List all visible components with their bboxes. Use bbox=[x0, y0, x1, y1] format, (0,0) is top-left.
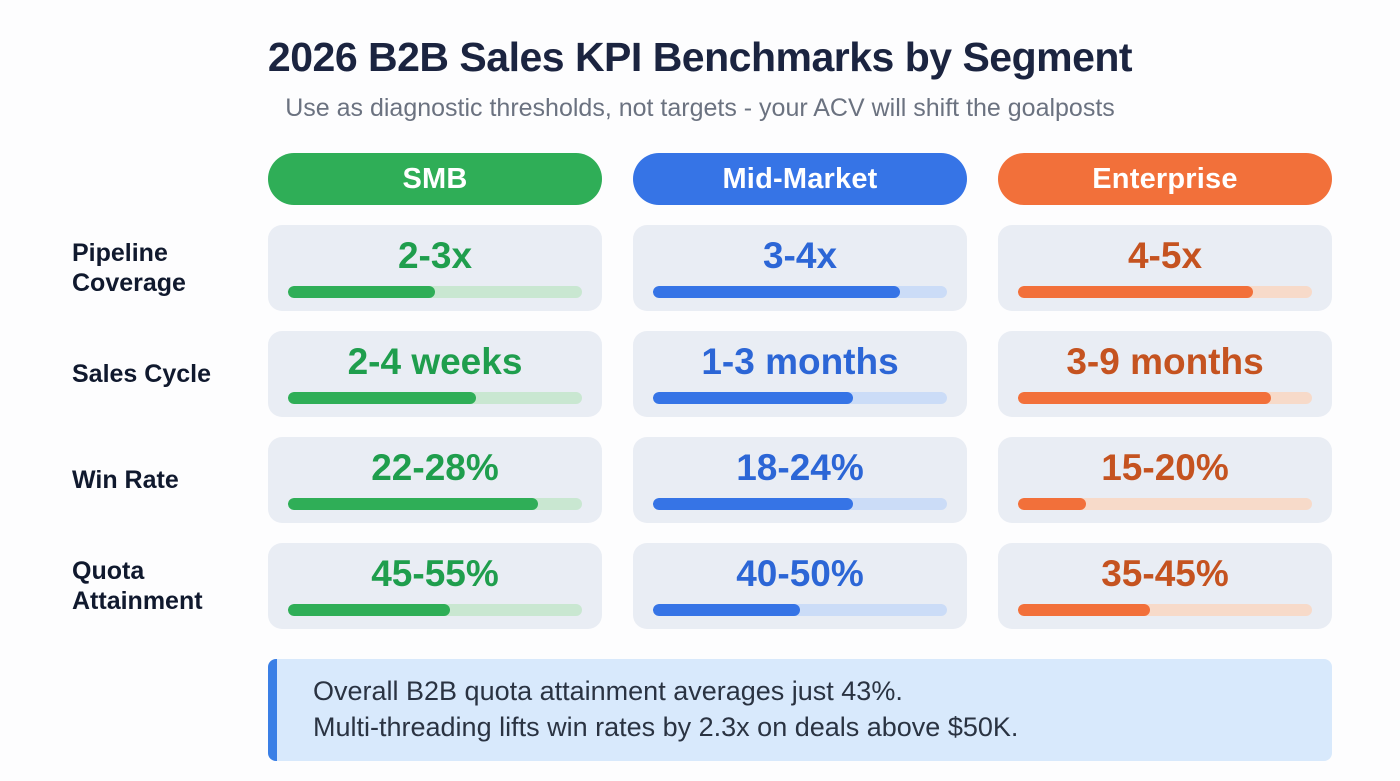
metric-label-quota-attainment: Quota Attainment bbox=[72, 557, 203, 615]
kpi-bar-track bbox=[288, 391, 582, 404]
metric-label-win-rate: Win Rate bbox=[72, 466, 179, 494]
kpi-cell-quota-mid-market: 40-50% bbox=[633, 543, 967, 629]
kpi-bar-track bbox=[1018, 603, 1312, 616]
kpi-bar-track bbox=[288, 497, 582, 510]
segment-header-smb: SMB bbox=[268, 153, 602, 205]
kpi-bar-fill bbox=[288, 391, 477, 404]
kpi-bar-track bbox=[288, 285, 582, 298]
kpi-bar-fill bbox=[653, 603, 800, 616]
kpi-cell-winrate-mid-market: 18-24% bbox=[633, 437, 967, 523]
kpi-cell-quota-enterprise: 35-45% bbox=[998, 543, 1332, 629]
kpi-bar-track bbox=[1018, 285, 1312, 298]
callout-note: Overall B2B quota attainment averages ju… bbox=[268, 659, 1332, 761]
metric-label-pipeline-coverage: Pipeline Coverage bbox=[72, 239, 186, 297]
kpi-cell-pipeline-enterprise: 4-5x bbox=[998, 225, 1332, 311]
kpi-cell-cycle-enterprise: 3-9 months bbox=[998, 331, 1332, 417]
kpi-bar-fill bbox=[1018, 603, 1151, 616]
kpi-bar-fill bbox=[653, 391, 853, 404]
kpi-value: 3-9 months bbox=[1066, 341, 1264, 383]
kpi-cell-pipeline-mid-market: 3-4x bbox=[633, 225, 967, 311]
kpi-cell-pipeline-smb: 2-3x bbox=[268, 225, 602, 311]
kpi-value: 3-4x bbox=[762, 235, 838, 277]
kpi-bar-fill bbox=[288, 285, 435, 298]
kpi-bar-track bbox=[653, 603, 947, 616]
kpi-bar-track bbox=[288, 603, 582, 616]
callout-line-1: Overall B2B quota attainment averages ju… bbox=[313, 676, 903, 707]
kpi-bar-fill bbox=[653, 285, 900, 298]
kpi-bar-fill bbox=[653, 497, 853, 510]
kpi-cell-winrate-enterprise: 15-20% bbox=[998, 437, 1332, 523]
kpi-bar-fill bbox=[288, 497, 538, 510]
kpi-value: 2-4 weeks bbox=[347, 341, 523, 383]
kpi-bar-fill bbox=[1018, 497, 1086, 510]
kpi-bar-fill bbox=[1018, 391, 1271, 404]
kpi-bar-fill bbox=[288, 603, 450, 616]
segment-header-mid-market: Mid-Market bbox=[633, 153, 967, 205]
kpi-value: 15-20% bbox=[1101, 447, 1229, 489]
kpi-cell-cycle-mid-market: 1-3 months bbox=[633, 331, 967, 417]
kpi-value: 1-3 months bbox=[701, 341, 899, 383]
kpi-value: 4-5x bbox=[1127, 235, 1203, 277]
kpi-bar-track bbox=[653, 285, 947, 298]
kpi-value: 35-45% bbox=[1101, 553, 1229, 595]
kpi-cell-winrate-smb: 22-28% bbox=[268, 437, 602, 523]
kpi-bar-track bbox=[653, 391, 947, 404]
kpi-value: 45-55% bbox=[371, 553, 499, 595]
benchmark-table: SMB Mid-Market Enterprise Pipeline Cover… bbox=[72, 153, 1332, 629]
kpi-value: 40-50% bbox=[736, 553, 864, 595]
kpi-bar-fill bbox=[1018, 285, 1254, 298]
callout-line-2: Multi-threading lifts win rates by 2.3x … bbox=[313, 712, 1019, 742]
kpi-cell-cycle-smb: 2-4 weeks bbox=[268, 331, 602, 417]
table-corner-spacer bbox=[72, 153, 237, 205]
segment-header-enterprise: Enterprise bbox=[998, 153, 1332, 205]
kpi-bar-track bbox=[653, 497, 947, 510]
page-subtitle: Use as diagnostic thresholds, not target… bbox=[285, 94, 1115, 122]
kpi-value: 18-24% bbox=[736, 447, 864, 489]
metric-label-sales-cycle: Sales Cycle bbox=[72, 360, 211, 388]
kpi-bar-track bbox=[1018, 497, 1312, 510]
kpi-cell-quota-smb: 45-55% bbox=[268, 543, 602, 629]
page-title: 2026 B2B Sales KPI Benchmarks by Segment bbox=[267, 34, 1133, 80]
kpi-value: 2-3x bbox=[397, 235, 473, 277]
kpi-bar-track bbox=[1018, 391, 1312, 404]
kpi-value: 22-28% bbox=[371, 447, 499, 489]
